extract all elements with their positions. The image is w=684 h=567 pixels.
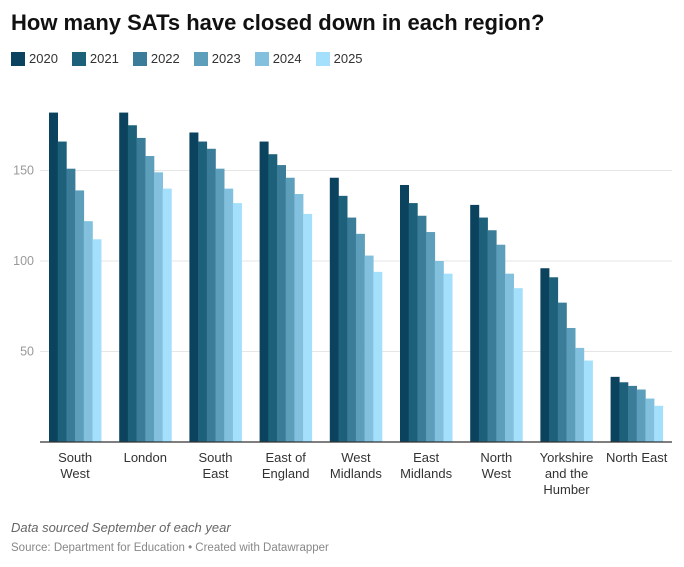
bar-2022 (347, 217, 357, 442)
bar-2021 (338, 195, 348, 442)
x-tick-label: Yorkshire (540, 450, 594, 465)
bar-2021 (198, 141, 208, 443)
bar-2025 (373, 271, 383, 442)
legend-item-2025: 2025 (315, 51, 363, 66)
x-tick-label: South (58, 450, 92, 465)
bar-2021 (127, 125, 137, 442)
bar-2024 (364, 255, 374, 442)
bar-2024 (224, 188, 234, 442)
bar-2020 (540, 268, 550, 442)
x-tick-label: Midlands (400, 466, 453, 481)
bar-2021 (57, 141, 67, 443)
y-tick-label: 150 (13, 164, 34, 178)
legend-swatch (193, 51, 208, 66)
legend-label: 2025 (333, 51, 363, 66)
bar-2023 (355, 233, 365, 442)
x-tick-label: Humber (543, 482, 590, 497)
x-tick-label: North (480, 450, 512, 465)
bar-2025 (303, 213, 313, 442)
x-tick-label: Midlands (330, 466, 383, 481)
bar-2022 (628, 385, 637, 442)
bar-2022 (557, 302, 567, 442)
chart-note: Data sourced September of each year (11, 520, 231, 535)
bar-2022 (417, 215, 427, 442)
bar-2020 (119, 112, 129, 442)
bar-2020 (189, 132, 199, 443)
x-tick-label: East (413, 450, 439, 465)
bar-2024 (83, 221, 93, 442)
bar-2023 (215, 168, 225, 442)
bar-2020 (49, 112, 58, 442)
legend-swatch (71, 51, 86, 66)
x-tick-label: West (341, 450, 371, 465)
bar-2023 (566, 327, 576, 442)
bar-2023 (496, 244, 506, 442)
bar-2020 (400, 184, 409, 443)
bar-2020 (329, 177, 339, 443)
legend-label: 2024 (272, 51, 302, 66)
bar-2025 (583, 360, 593, 442)
bar-2025 (513, 288, 523, 442)
bar-2021 (619, 382, 629, 442)
chart-source: Source: Department for Education • Creat… (11, 542, 329, 554)
bar-2024 (154, 172, 163, 442)
bar-2020 (610, 376, 620, 442)
bar-2025 (443, 273, 453, 442)
legend-item-2023: 2023 (193, 51, 241, 66)
x-tick-label: London (124, 450, 167, 465)
legend-swatch (315, 51, 330, 66)
bar-2021 (549, 277, 559, 442)
legend-label: 2023 (211, 51, 241, 66)
bar-2022 (206, 148, 216, 442)
chart-title: How many SATs have closed down in each r… (11, 10, 545, 35)
legend-label: 2020 (29, 51, 58, 66)
bar-2023 (636, 389, 646, 442)
bar-2024 (434, 261, 444, 442)
bar-2022 (277, 165, 286, 442)
bar-2020 (259, 141, 269, 443)
legend-swatch (11, 51, 25, 66)
x-tick-label: North East (606, 450, 668, 465)
bar-2020 (470, 204, 480, 442)
x-tick-label: England (262, 466, 310, 481)
legend-item-2020: 2020 (11, 51, 58, 66)
x-tick-label: East of (265, 450, 306, 465)
bar-2023 (145, 156, 155, 442)
legend-label: 2021 (89, 51, 119, 66)
bar-2024 (294, 194, 304, 442)
bar-2022 (487, 230, 497, 442)
bar-2021 (408, 203, 418, 442)
bar-2023 (75, 190, 85, 442)
bar-2023 (285, 177, 295, 443)
legend-swatch (254, 51, 269, 66)
x-tick-label: West (60, 466, 90, 481)
legend-swatch (132, 51, 147, 66)
x-tick-label: East (202, 466, 228, 481)
bar-2024 (645, 398, 655, 442)
legend-label: 2022 (150, 51, 180, 66)
legend-item-2022: 2022 (132, 51, 180, 66)
x-tick-label: and the (545, 466, 588, 481)
bar-2021 (268, 154, 278, 442)
bar-2025 (654, 405, 664, 442)
legend-item-2021: 2021 (71, 51, 119, 66)
x-tick-label: South (199, 450, 233, 465)
bar-2021 (478, 217, 488, 442)
bar-2022 (136, 137, 146, 443)
bar-2025 (92, 239, 102, 442)
bar-2025 (232, 203, 242, 442)
y-tick-label: 100 (13, 254, 34, 268)
x-tick-label: West (482, 466, 512, 481)
legend-item-2024: 2024 (254, 51, 302, 66)
legend: 2020 2021 2022 2023 2024 2025 (11, 51, 363, 66)
bar-2023 (426, 232, 436, 442)
bar-2025 (162, 188, 172, 442)
bar-2024 (505, 273, 514, 442)
y-tick-label: 50 (20, 345, 34, 359)
bar-2022 (66, 168, 76, 442)
bar-2024 (575, 347, 585, 442)
